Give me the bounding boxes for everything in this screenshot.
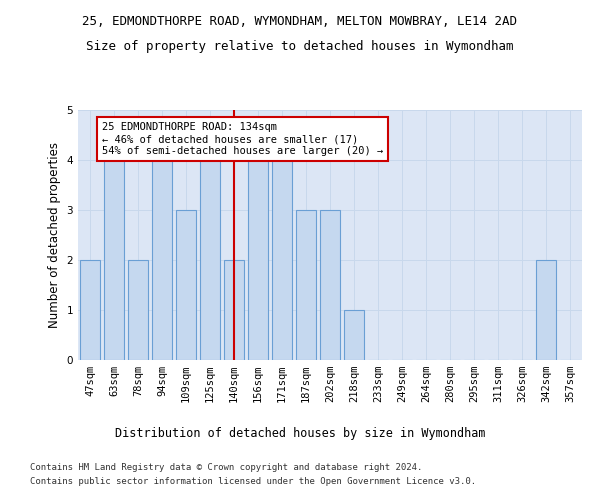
Text: Contains public sector information licensed under the Open Government Licence v3: Contains public sector information licen… (30, 478, 476, 486)
Text: 25 EDMONDTHORPE ROAD: 134sqm
← 46% of detached houses are smaller (17)
54% of se: 25 EDMONDTHORPE ROAD: 134sqm ← 46% of de… (102, 122, 383, 156)
Bar (104, 160, 124, 360)
Bar (272, 160, 292, 360)
Bar (344, 310, 364, 360)
Text: Size of property relative to detached houses in Wymondham: Size of property relative to detached ho… (86, 40, 514, 53)
Bar (248, 160, 268, 360)
Text: Distribution of detached houses by size in Wymondham: Distribution of detached houses by size … (115, 428, 485, 440)
Bar (224, 260, 244, 360)
Bar (536, 260, 556, 360)
Text: 25, EDMONDTHORPE ROAD, WYMONDHAM, MELTON MOWBRAY, LE14 2AD: 25, EDMONDTHORPE ROAD, WYMONDHAM, MELTON… (83, 15, 517, 28)
Bar (152, 160, 172, 360)
Y-axis label: Number of detached properties: Number of detached properties (48, 142, 61, 328)
Bar (80, 260, 100, 360)
Bar (176, 210, 196, 360)
Bar (296, 210, 316, 360)
Bar (320, 210, 340, 360)
Bar (128, 260, 148, 360)
Text: Contains HM Land Registry data © Crown copyright and database right 2024.: Contains HM Land Registry data © Crown c… (30, 462, 422, 471)
Bar (200, 160, 220, 360)
